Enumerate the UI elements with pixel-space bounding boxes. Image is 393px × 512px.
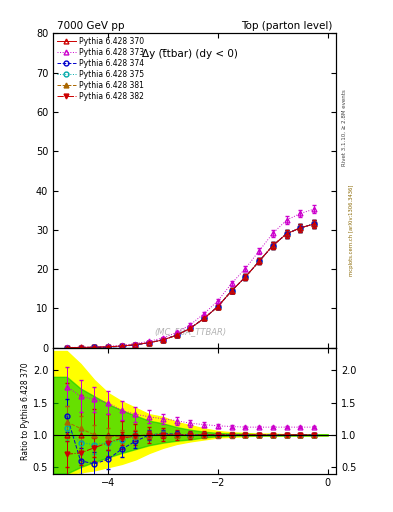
Text: mcplots.cern.ch [arXiv:1306.3436]: mcplots.cern.ch [arXiv:1306.3436]: [349, 185, 354, 276]
Text: Rivet 3.1.10, ≥ 2.8M events: Rivet 3.1.10, ≥ 2.8M events: [342, 90, 346, 166]
Y-axis label: Ratio to Pythia 6.428 370: Ratio to Pythia 6.428 370: [21, 362, 30, 459]
Text: 7000 GeV pp: 7000 GeV pp: [57, 20, 125, 31]
Legend: Pythia 6.428 370, Pythia 6.428 373, Pythia 6.428 374, Pythia 6.428 375, Pythia 6: Pythia 6.428 370, Pythia 6.428 373, Pyth…: [55, 35, 146, 102]
Text: Δy (t̅tbar) (dy < 0): Δy (t̅tbar) (dy < 0): [143, 49, 238, 59]
Text: Top (parton level): Top (parton level): [241, 20, 332, 31]
Text: (MC_FBA_TTBAR): (MC_FBA_TTBAR): [154, 327, 226, 336]
